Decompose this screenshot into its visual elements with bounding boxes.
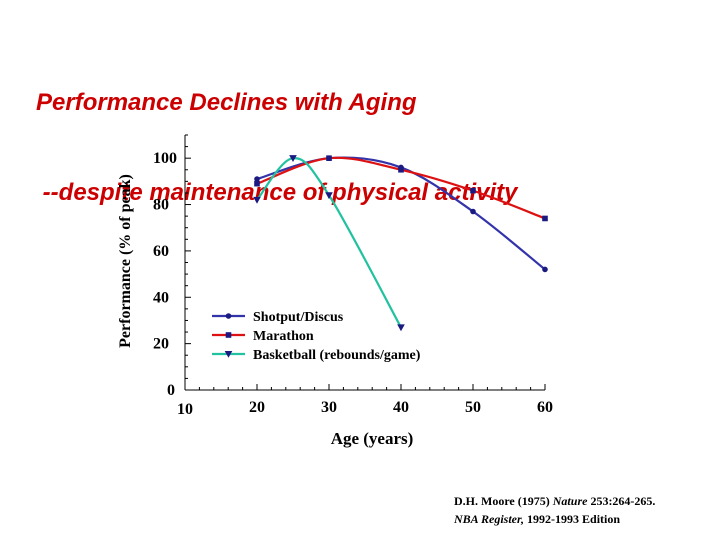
y-tick-label: 40 [153, 289, 169, 306]
y-tick-label: 60 [153, 243, 169, 260]
citation-edition: 1992-1993 Edition [524, 512, 621, 526]
title-line-1: Performance Declines with Aging [36, 89, 417, 116]
series-markers [253, 155, 548, 332]
data-point-basketball [253, 196, 261, 204]
y-axis-label: Performance (% of peak) [117, 174, 134, 348]
data-point-marathon [470, 187, 476, 194]
data-point-shotput-discus [542, 266, 548, 273]
data-point-basketball [289, 155, 297, 162]
y-tick-label: 0 [167, 382, 175, 399]
legend-label-basketball: Basketball (rebounds/game) [253, 348, 421, 363]
citation-source: NBA Register, [454, 512, 525, 526]
x-tick-label: 60 [537, 399, 553, 416]
chart-legend: Shotput/Discus Marathon Basketball (reboun… [212, 310, 421, 363]
data-point-marathon [542, 215, 548, 222]
chart-axes: 10 20 30 40 50 60 0 20 40 60 80 100 [153, 134, 553, 418]
x-tick-label: 20 [249, 399, 265, 416]
legend-marker-basketball [224, 351, 233, 358]
citation-author: D.H. Moore (1975) [454, 494, 553, 508]
data-point-marathon [326, 155, 332, 161]
x-tick-label: 30 [321, 399, 337, 416]
x-tick-label: 40 [393, 399, 409, 416]
data-point-marathon [254, 180, 260, 187]
citation-volume: 253:264-265. [587, 494, 656, 508]
legend-label-marathon: Marathon [253, 329, 314, 344]
y-tick-label: 80 [153, 197, 169, 214]
x-tick-label: 10 [177, 401, 193, 418]
citation-line-2: NBA Register, 1992-1993 Edition [454, 510, 655, 528]
x-axis-label: Age (years) [331, 429, 414, 448]
data-point-basketball [325, 192, 333, 200]
y-tick-label: 100 [153, 150, 177, 167]
legend-marker-marathon [225, 332, 232, 338]
legend-marker-shotput-discus [225, 313, 232, 319]
citation-journal: Nature [552, 494, 588, 508]
citation: D.H. Moore (1975) Nature 253:264-265. NB… [454, 492, 655, 528]
data-point-shotput-discus [470, 208, 476, 215]
data-point-basketball [397, 324, 405, 332]
data-point-marathon [398, 166, 404, 173]
data-point-shotput-discus [254, 176, 260, 182]
x-tick-label: 50 [465, 399, 481, 416]
legend-label-shotput-discus: Shotput/Discus [253, 310, 344, 325]
series-line-basketball [256, 157, 402, 328]
y-tick-label: 20 [153, 336, 169, 353]
series-lines [256, 156, 546, 328]
series-line-shotput-discus [256, 156, 546, 271]
citation-line-1: D.H. Moore (1975) Nature 253:264-265. [454, 492, 655, 510]
